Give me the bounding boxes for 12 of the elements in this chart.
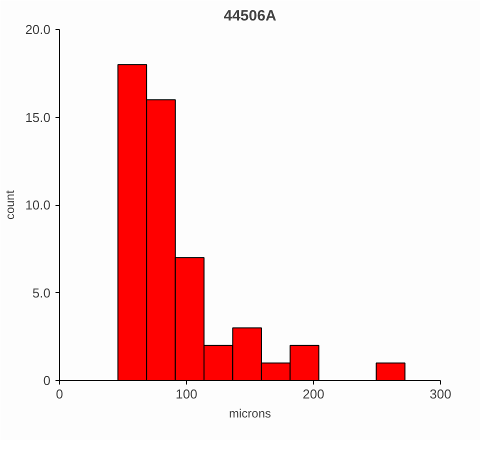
y-tick-label: 0 — [43, 373, 51, 388]
x-tick-label: 200 — [302, 386, 324, 402]
y-tick-label: 10.0 — [25, 198, 51, 212]
y-tick-label: 15.0 — [25, 110, 51, 125]
y-axis-title: count — [3, 190, 18, 220]
x-tick-label: 300 — [430, 386, 452, 402]
y-tick-label: 5.0 — [32, 285, 51, 300]
y-tick-label: 20.0 — [25, 22, 51, 37]
chart-title: 44506A — [224, 8, 276, 24]
x-tick-label: 100 — [176, 386, 198, 402]
x-axis-title: microns — [228, 406, 272, 420]
x-tick-label: 0 — [56, 386, 64, 402]
